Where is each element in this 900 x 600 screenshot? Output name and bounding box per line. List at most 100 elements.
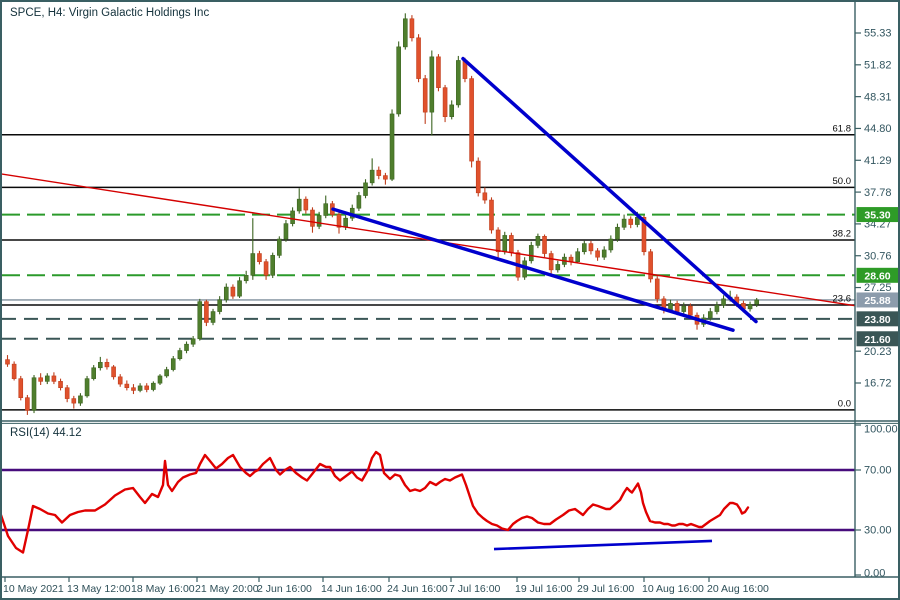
candle-bearish — [489, 199, 494, 231]
candle-bullish — [396, 46, 401, 115]
price-level-box-dark — [856, 331, 899, 347]
candle-bullish — [270, 255, 276, 276]
time-tick-label: 13 May 12:00 — [67, 583, 131, 595]
candle-bearish — [674, 303, 680, 312]
candle-bullish — [290, 210, 295, 224]
rsi-tick-label: 30.00 — [864, 525, 892, 537]
candle-bullish — [608, 238, 614, 251]
candle-bullish — [575, 251, 580, 263]
candle-bearish — [469, 78, 474, 162]
time-tick-label: 10 Aug 16:00 — [642, 583, 704, 595]
candle-bearish — [11, 363, 17, 379]
candle-bullish — [721, 298, 726, 306]
price-level-box-label: 35.30 — [864, 210, 890, 222]
time-tick-label: 19 Jul 16:00 — [515, 583, 572, 595]
candle-bullish — [714, 304, 720, 312]
rsi-support-trendline[interactable] — [493, 539, 713, 551]
candle-bullish — [137, 385, 143, 391]
candle-bullish — [170, 358, 176, 370]
candle-bearish — [376, 169, 382, 176]
candle-bearish — [5, 359, 10, 365]
rsi-tick-label: 100.00 — [864, 424, 898, 436]
candle-bearish — [509, 235, 514, 253]
candle-bullish — [164, 369, 169, 377]
candle-bullish — [681, 305, 687, 312]
candlestick-series — [5, 13, 759, 415]
descending-trendline-steep[interactable] — [461, 56, 758, 324]
candle-bearish — [51, 375, 57, 382]
candle-bearish — [475, 160, 481, 194]
candle-bullish — [223, 286, 229, 301]
candle-bearish — [303, 198, 309, 211]
price-level-box-dark — [856, 311, 899, 327]
candle-bullish — [157, 375, 163, 384]
fibonacci-level-label: 0.0 — [838, 398, 851, 409]
candle-bullish — [535, 236, 541, 246]
candle-bullish — [402, 18, 408, 48]
candle-bullish — [754, 299, 759, 305]
fibonacci-level-label: 38.2 — [833, 228, 852, 239]
descending-trendline-shallow[interactable] — [331, 207, 735, 332]
price-level-box-label: 28.60 — [864, 270, 890, 282]
candle-bearish — [38, 377, 43, 382]
price-level-box-green — [856, 267, 899, 283]
candle-bearish — [58, 381, 63, 389]
candle-bearish — [436, 56, 441, 88]
candle-bullish — [31, 377, 37, 411]
price-tick-label: 51.82 — [864, 60, 892, 72]
candle-bullish — [668, 303, 673, 311]
rsi-panel-content — [2, 450, 855, 554]
candle-bullish — [84, 378, 90, 397]
candle-bullish — [389, 113, 395, 180]
candle-bullish — [363, 182, 368, 196]
candle-bearish — [336, 214, 342, 228]
candle-bearish — [310, 209, 315, 227]
candle-bearish — [64, 387, 70, 399]
time-tick-label: 24 Jun 16:00 — [387, 583, 448, 595]
candle-bullish — [197, 301, 203, 340]
candle-bullish — [44, 375, 50, 382]
candle-bullish — [98, 362, 103, 369]
fibonacci-labels: 61.8 50.0 38.2 23.6 0.0 — [833, 123, 852, 409]
candle-bearish — [542, 236, 547, 254]
time-tick-label: 2 Jun 16:00 — [257, 583, 312, 595]
price-tick-label: 20.23 — [864, 346, 892, 358]
candle-bullish — [91, 367, 96, 379]
price-tick-label: 44.80 — [864, 123, 892, 135]
price-tick-label: 16.72 — [864, 378, 892, 390]
time-tick-label: 7 Jul 16:00 — [449, 583, 501, 595]
candle-bearish — [18, 378, 24, 398]
price-level-box-label: 21.60 — [864, 334, 890, 346]
candle-bullish — [151, 382, 156, 390]
candle-bearish — [257, 253, 262, 263]
time-tick-label: 14 Jun 16:00 — [321, 583, 382, 595]
time-axis[interactable]: 10 May 2021 13 May 12:00 18 May 16:00 21 Ma… — [3, 577, 769, 595]
price-level-box-current — [856, 292, 899, 308]
candle-bullish — [296, 198, 302, 212]
candle-bullish — [456, 60, 461, 106]
candle-bullish — [615, 226, 620, 240]
candle-bearish — [442, 87, 448, 117]
candle-bullish — [237, 280, 242, 297]
fibonacci-level-label: 50.0 — [833, 176, 852, 187]
candle-bearish — [548, 253, 554, 271]
candle-bullish — [250, 253, 256, 276]
time-tick-label: 21 May 20:00 — [195, 583, 259, 595]
candle-bearish — [482, 192, 488, 201]
chart-symbol-title: SPCE, H4: Virgin Galactic Holdings Inc — [10, 7, 209, 19]
candle-bullish — [502, 235, 508, 253]
candle-bullish — [316, 215, 322, 227]
price-level-box-green — [856, 207, 899, 223]
candle-bearish — [648, 251, 653, 280]
candle-bearish — [383, 175, 388, 180]
price-level-box-label: 25.88 — [864, 295, 890, 307]
candle-bearish — [204, 301, 209, 323]
candle-bullish — [177, 350, 183, 360]
price-axis[interactable]: 55.3351.8248.3144.8041.2937.7834.2730.76… — [855, 28, 899, 580]
rsi-tick-label: 70.00 — [864, 465, 892, 477]
candle-bearish — [111, 366, 116, 378]
candle-bullish — [78, 395, 83, 404]
candle-bearish — [104, 362, 110, 368]
